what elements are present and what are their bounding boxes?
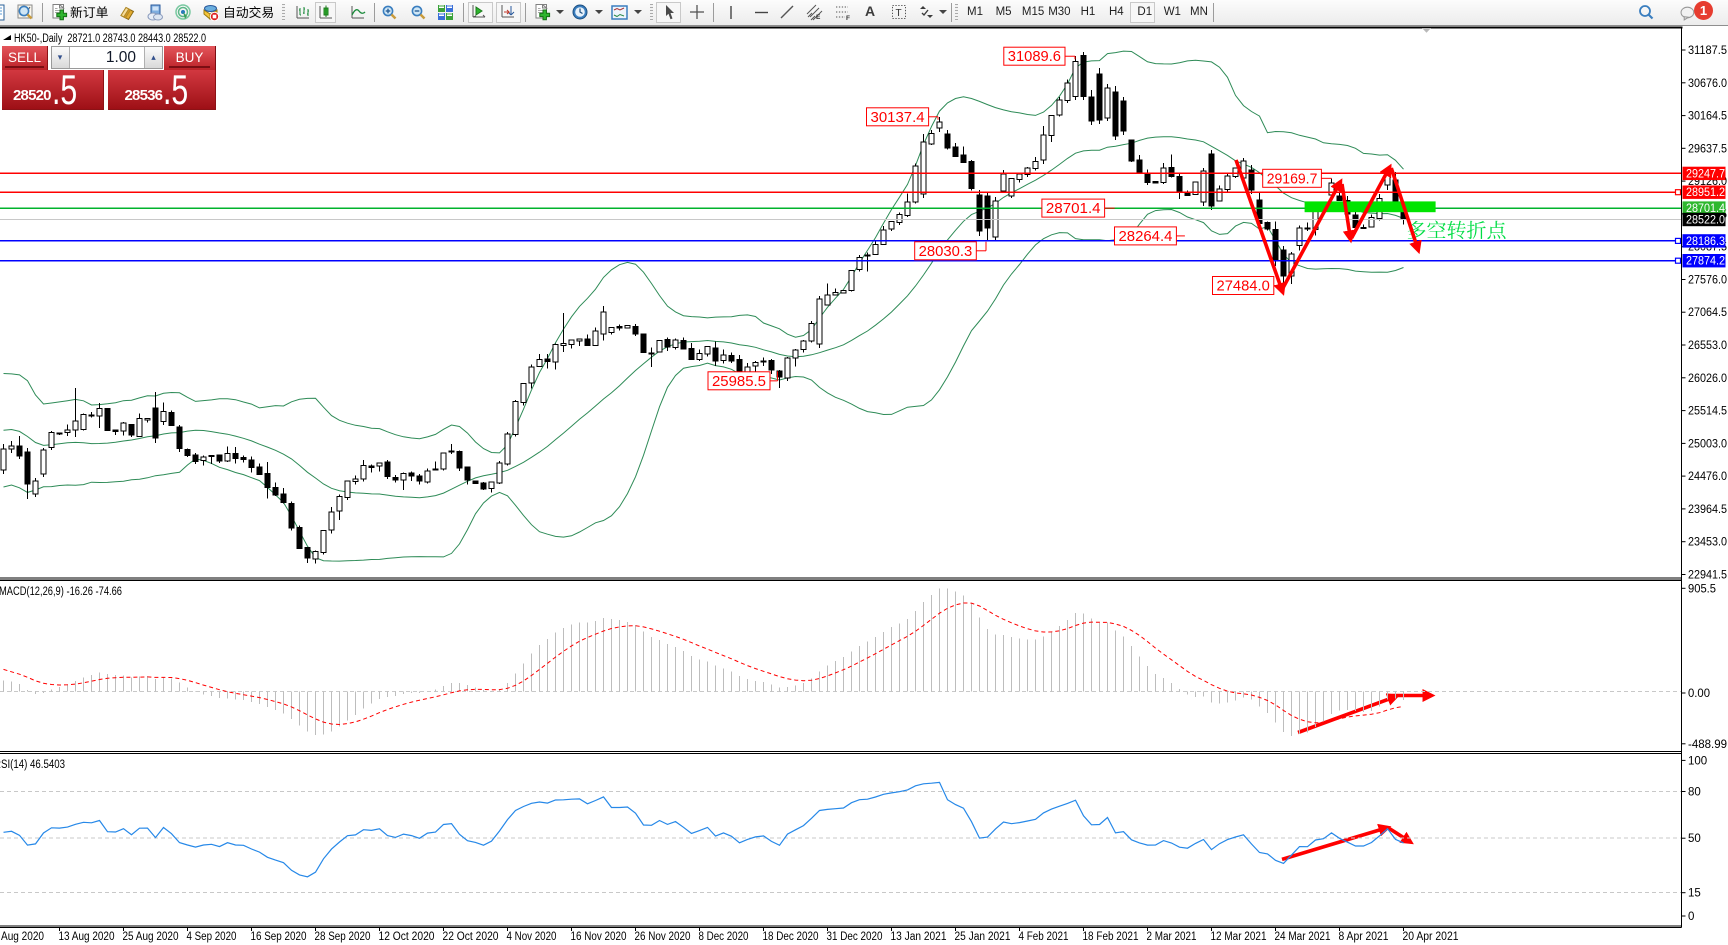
- svg-text:16 Sep 2020: 16 Sep 2020: [251, 931, 307, 943]
- svg-text:26026.0: 26026.0: [1688, 373, 1727, 385]
- svg-text:20 Apr 2021: 20 Apr 2021: [1403, 931, 1459, 943]
- svg-text:25985.5: 25985.5: [712, 374, 766, 390]
- svg-text:2 Mar 2021: 2 Mar 2021: [1147, 931, 1197, 943]
- svg-text:28186.3: 28186.3: [1686, 236, 1725, 248]
- svg-text:50: 50: [1688, 833, 1701, 845]
- svg-text:24476.0: 24476.0: [1688, 471, 1727, 483]
- svg-text:13 Jan 2021: 13 Jan 2021: [891, 931, 947, 943]
- svg-text:18 Feb 2021: 18 Feb 2021: [1083, 931, 1139, 943]
- svg-text:31187.5: 31187.5: [1688, 45, 1727, 57]
- svg-text:22941.5: 22941.5: [1688, 570, 1727, 582]
- svg-text:0.00: 0.00: [1688, 688, 1710, 700]
- svg-text:30164.5: 30164.5: [1688, 111, 1727, 123]
- svg-text:8 Dec 2020: 8 Dec 2020: [699, 931, 749, 943]
- svg-text:27484.0: 27484.0: [1217, 279, 1270, 295]
- svg-text:26 Nov 2020: 26 Nov 2020: [635, 931, 691, 943]
- svg-text:28951.2: 28951.2: [1686, 187, 1725, 199]
- svg-text:28701.4: 28701.4: [1686, 203, 1726, 215]
- svg-text:27874.2: 27874.2: [1686, 256, 1725, 268]
- svg-text:22 Oct 2020: 22 Oct 2020: [443, 931, 499, 943]
- svg-text:80: 80: [1688, 787, 1701, 799]
- svg-text:F: F: [846, 15, 850, 21]
- svg-text:23964.5: 23964.5: [1688, 504, 1727, 516]
- svg-text:HK50-,Daily 28721.0 28743.0 2: HK50-,Daily 28721.0 28743.0 28443.0 2852…: [14, 33, 206, 45]
- svg-text:28030.3: 28030.3: [919, 244, 973, 260]
- svg-text:28 Sep 2020: 28 Sep 2020: [315, 931, 371, 943]
- svg-text:29169.7: 29169.7: [1267, 171, 1318, 187]
- svg-text:12 Mar 2021: 12 Mar 2021: [1211, 931, 1267, 943]
- svg-text:27064.5: 27064.5: [1688, 307, 1727, 319]
- svg-text:12 Oct 2020: 12 Oct 2020: [379, 931, 435, 943]
- svg-text:MACD(12,26,9) -16.26 -74.66: MACD(12,26,9) -16.26 -74.66: [0, 586, 122, 598]
- svg-text:28701.4: 28701.4: [1046, 201, 1101, 217]
- svg-text:T: T: [896, 8, 902, 19]
- svg-text:16 Nov 2020: 16 Nov 2020: [571, 931, 627, 943]
- svg-text:E: E: [816, 14, 821, 21]
- svg-text:15: 15: [1688, 888, 1701, 900]
- svg-text:25003.0: 25003.0: [1688, 438, 1727, 450]
- svg-text:28522.0: 28522.0: [1686, 215, 1725, 227]
- svg-text:30137.4: 30137.4: [871, 110, 925, 126]
- svg-text:24 Mar 2021: 24 Mar 2021: [1275, 931, 1331, 943]
- svg-text:-488.99: -488.99: [1688, 739, 1727, 751]
- svg-text:25514.5: 25514.5: [1688, 406, 1727, 418]
- svg-text:29637.5: 29637.5: [1688, 143, 1727, 155]
- svg-text:4 Feb 2021: 4 Feb 2021: [1019, 931, 1069, 943]
- svg-text:13 Aug 2020: 13 Aug 2020: [59, 931, 115, 943]
- svg-text:26553.0: 26553.0: [1688, 340, 1727, 352]
- svg-text:8 Apr 2021: 8 Apr 2021: [1339, 931, 1389, 943]
- svg-text:28264.4: 28264.4: [1119, 229, 1173, 245]
- svg-text:4 Nov 2020: 4 Nov 2020: [507, 931, 557, 943]
- svg-text:100: 100: [1688, 755, 1707, 767]
- svg-text:23453.0: 23453.0: [1688, 537, 1727, 549]
- svg-text:4 Sep 2020: 4 Sep 2020: [187, 931, 237, 943]
- svg-text:0: 0: [1688, 911, 1694, 923]
- svg-text:29247.7: 29247.7: [1686, 168, 1725, 180]
- svg-text:31089.6: 31089.6: [1008, 49, 1061, 65]
- svg-text:25 Jan 2021: 25 Jan 2021: [955, 931, 1011, 943]
- svg-text:25 Aug 2020: 25 Aug 2020: [123, 931, 179, 943]
- svg-text:Aug 2020: Aug 2020: [1, 931, 44, 943]
- svg-text:31 Dec 2020: 31 Dec 2020: [827, 931, 883, 943]
- svg-text:RSI(14) 46.5403: RSI(14) 46.5403: [0, 759, 65, 771]
- svg-text:30676.0: 30676.0: [1688, 78, 1727, 90]
- svg-text:905.5: 905.5: [1688, 583, 1716, 595]
- svg-text:18 Dec 2020: 18 Dec 2020: [763, 931, 819, 943]
- svg-text:27576.0: 27576.0: [1688, 275, 1727, 287]
